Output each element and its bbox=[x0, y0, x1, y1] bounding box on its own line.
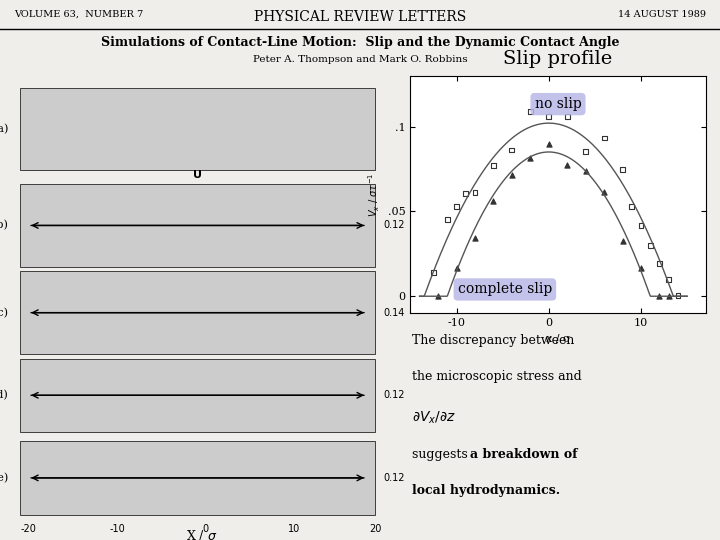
Point bbox=[428, 268, 439, 276]
Text: 10: 10 bbox=[288, 524, 300, 534]
Text: (e): (e) bbox=[0, 472, 8, 483]
Text: Slip profile: Slip profile bbox=[503, 50, 613, 69]
Point bbox=[451, 202, 462, 211]
Point bbox=[644, 241, 656, 249]
Point bbox=[460, 189, 472, 198]
Point bbox=[617, 237, 629, 245]
Text: Simulations of Contact-Line Motion:  Slip and the Dynamic Contact Angle: Simulations of Contact-Line Motion: Slip… bbox=[101, 36, 619, 49]
Point bbox=[506, 170, 518, 179]
Point bbox=[562, 160, 573, 169]
Point bbox=[432, 292, 444, 301]
Y-axis label: $V_x\ /\ \sigma\tau^{-1}$: $V_x\ /\ \sigma\tau^{-1}$ bbox=[366, 172, 382, 217]
Text: (c): (c) bbox=[0, 307, 8, 318]
Point bbox=[617, 165, 629, 173]
Point bbox=[469, 234, 481, 242]
Point bbox=[525, 107, 536, 116]
Point bbox=[487, 196, 499, 205]
Text: (a): (a) bbox=[0, 124, 8, 134]
Point bbox=[562, 112, 573, 121]
Text: complete slip: complete slip bbox=[458, 282, 552, 296]
Point bbox=[663, 292, 675, 301]
Point bbox=[543, 112, 554, 120]
Point bbox=[654, 259, 665, 267]
FancyBboxPatch shape bbox=[20, 441, 375, 515]
Text: no slip: no slip bbox=[535, 97, 581, 111]
Point bbox=[626, 202, 638, 211]
Text: 0: 0 bbox=[202, 524, 209, 534]
Text: 0.14: 0.14 bbox=[383, 308, 405, 318]
FancyBboxPatch shape bbox=[20, 359, 375, 432]
FancyBboxPatch shape bbox=[20, 271, 375, 354]
Point bbox=[506, 146, 518, 154]
Point bbox=[672, 291, 684, 300]
Text: 0.12: 0.12 bbox=[383, 390, 405, 400]
Text: the microscopic stress and: the microscopic stress and bbox=[412, 370, 582, 383]
Point bbox=[635, 264, 647, 273]
Text: 0.12: 0.12 bbox=[383, 220, 405, 231]
Text: $\partial V_x / \partial z$: $\partial V_x / \partial z$ bbox=[412, 410, 456, 426]
Point bbox=[487, 161, 499, 170]
Point bbox=[525, 153, 536, 162]
Point bbox=[469, 188, 481, 197]
Text: Peter A. Thompson and Mark O. Robbins: Peter A. Thompson and Mark O. Robbins bbox=[253, 55, 467, 64]
Point bbox=[580, 147, 591, 156]
Point bbox=[663, 275, 675, 284]
Point bbox=[654, 292, 665, 301]
Point bbox=[543, 140, 554, 149]
Text: -20: -20 bbox=[20, 524, 36, 534]
Text: -10: -10 bbox=[109, 524, 125, 534]
Text: a breakdown of: a breakdown of bbox=[470, 448, 578, 461]
Text: PHYSICAL REVIEW LETTERS: PHYSICAL REVIEW LETTERS bbox=[254, 10, 466, 24]
Point bbox=[598, 188, 610, 197]
Text: VOLUME 63,  NUMBER 7: VOLUME 63, NUMBER 7 bbox=[14, 10, 144, 19]
FancyBboxPatch shape bbox=[20, 88, 375, 171]
X-axis label: x / σ: x / σ bbox=[546, 334, 570, 343]
Text: 20: 20 bbox=[369, 524, 381, 534]
Point bbox=[580, 166, 591, 175]
Point bbox=[635, 221, 647, 230]
Point bbox=[598, 133, 610, 142]
Text: U: U bbox=[193, 170, 202, 179]
Text: (d): (d) bbox=[0, 390, 8, 401]
Text: The discrepancy between: The discrepancy between bbox=[412, 334, 575, 347]
FancyBboxPatch shape bbox=[20, 184, 375, 267]
Text: (b): (b) bbox=[0, 220, 8, 231]
Text: local hydrodynamics.: local hydrodynamics. bbox=[412, 484, 560, 497]
Text: 0.12: 0.12 bbox=[383, 473, 405, 483]
Text: 14 AUGUST 1989: 14 AUGUST 1989 bbox=[618, 10, 706, 19]
Point bbox=[451, 264, 462, 273]
Point bbox=[441, 215, 453, 224]
Text: suggests: suggests bbox=[412, 448, 472, 461]
Text: X / $\sigma$: X / $\sigma$ bbox=[186, 528, 217, 540]
